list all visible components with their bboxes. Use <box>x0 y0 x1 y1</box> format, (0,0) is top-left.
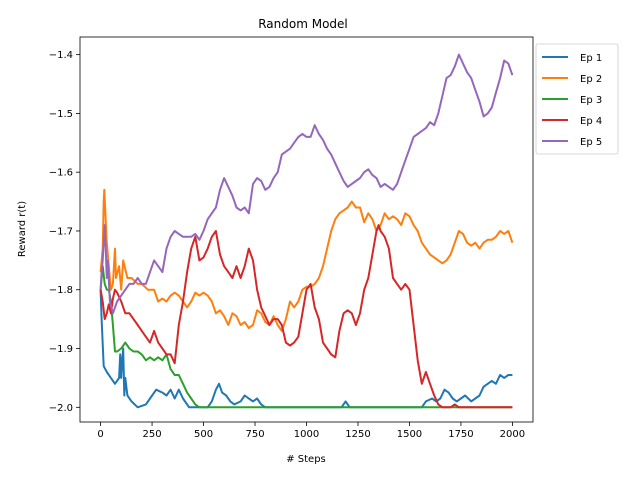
y-tick-label: −1.5 <box>49 109 73 120</box>
y-tick-label: −1.6 <box>49 168 73 179</box>
x-axis: 0 250 500 750 1000 1250 1500 1750 2000 <box>97 422 525 440</box>
y-tick-label: −1.9 <box>49 344 73 355</box>
legend-box <box>535 43 619 155</box>
x-tick-label: 0 <box>97 429 103 440</box>
x-tick-label: 1250 <box>345 429 370 440</box>
chart-title: Random Model <box>258 17 348 31</box>
series-line-ep-4 <box>99 224 513 409</box>
y-tick-label: −1.8 <box>49 285 73 296</box>
legend-label: Ep 3 <box>580 95 602 106</box>
y-tick-label: −2.0 <box>49 403 73 414</box>
x-tick-label: 1500 <box>397 429 422 440</box>
series-line-ep-2 <box>99 188 514 332</box>
x-tick-label: 2000 <box>500 429 525 440</box>
legend-label: Ep 1 <box>580 53 602 64</box>
x-tick-label: 500 <box>194 429 213 440</box>
x-tick-label: 750 <box>245 429 264 440</box>
legend-label: Ep 2 <box>580 74 602 85</box>
y-axis-label: Reward r(t) <box>17 201 28 257</box>
legend-label: Ep 5 <box>580 137 602 148</box>
series-line-ep-1 <box>99 289 513 409</box>
x-tick-label: 1750 <box>448 429 473 440</box>
x-tick-label: 1000 <box>294 429 319 440</box>
legend-label: Ep 4 <box>580 116 602 127</box>
plot-area: 0 250 500 750 1000 1250 1500 1750 2000 −2.0−1.9−… <box>49 36 534 440</box>
y-axis: −2.0 −1.9 −1.8 −1.7 −1.6 −1.5 −1.4 <box>49 50 80 414</box>
y-tick-label: −1.7 <box>49 226 73 237</box>
series-line-ep-5 <box>99 53 514 315</box>
x-axis-label: # Steps <box>286 454 326 465</box>
x-tick-label: 250 <box>143 429 162 440</box>
legend: Ep 1 Ep 2 Ep 3 Ep 4 Ep 5 <box>535 43 619 155</box>
y-tick-label: −1.4 <box>49 50 73 61</box>
series-lines <box>99 53 514 409</box>
